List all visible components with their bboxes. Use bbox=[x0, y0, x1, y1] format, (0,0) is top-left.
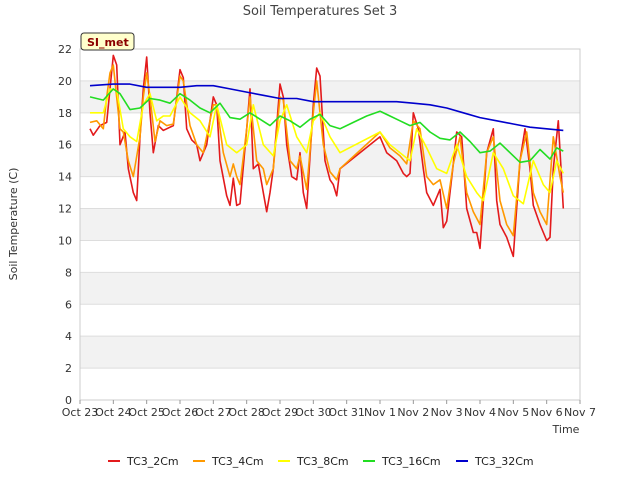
plot-frame bbox=[79, 48, 581, 401]
y-tick-label: 8 bbox=[65, 266, 72, 279]
series-lines bbox=[89, 54, 565, 258]
grid-band bbox=[80, 272, 580, 305]
x-tick-label: Nov 5 bbox=[497, 406, 529, 419]
site-badge-box bbox=[80, 32, 135, 51]
x-tick-label: Oct 29 bbox=[262, 406, 299, 419]
site-badge: SI_met bbox=[80, 32, 135, 51]
x-tick-label: Nov 2 bbox=[397, 406, 429, 419]
y-tick-label: 2 bbox=[65, 362, 72, 375]
x-axis-label: Time bbox=[552, 423, 580, 436]
y-tick-label: 22 bbox=[58, 43, 72, 56]
y-tick-label: 12 bbox=[58, 203, 72, 216]
x-tick-label: Nov 4 bbox=[464, 406, 496, 419]
y-tick-label: 18 bbox=[58, 107, 72, 120]
y-tick-label: 20 bbox=[58, 75, 72, 88]
y-tick-label: 14 bbox=[58, 171, 72, 184]
legend-label: TC3_4Cm bbox=[211, 455, 264, 468]
series-line-tc3_8cm bbox=[90, 88, 565, 205]
x-tick-label: Oct 30 bbox=[295, 406, 332, 419]
grid-band bbox=[80, 80, 580, 113]
site-badge-label: SI_met bbox=[87, 36, 129, 49]
series-line-tc3_16cm bbox=[89, 88, 564, 164]
x-tick-label: Oct 25 bbox=[128, 406, 165, 419]
legend-label: TC3_16Cm bbox=[381, 455, 441, 468]
y-axis-label: Soil Temperature (C) bbox=[7, 168, 20, 281]
y-tick-label: 10 bbox=[58, 234, 72, 247]
legend-label: TC3_8Cm bbox=[296, 455, 349, 468]
series-line-tc3_4cm bbox=[89, 64, 565, 237]
x-tick-label: Oct 26 bbox=[162, 406, 199, 419]
x-tick-label: Nov 7 bbox=[564, 406, 596, 419]
grid-band bbox=[80, 208, 580, 241]
x-tick-label: Oct 28 bbox=[228, 406, 265, 419]
grid-bands bbox=[80, 48, 580, 401]
grid-band bbox=[80, 336, 580, 369]
x-tick-label: Nov 6 bbox=[531, 406, 563, 419]
x-tick-label: Oct 23 bbox=[62, 406, 99, 419]
y-tick-label: 4 bbox=[65, 330, 72, 343]
x-tick-label: Oct 31 bbox=[328, 406, 365, 419]
x-tick-label: Nov 1 bbox=[364, 406, 396, 419]
legend-label: TC3_2Cm bbox=[126, 455, 179, 468]
chart-title: Soil Temperatures Set 3 bbox=[243, 4, 398, 19]
legend-label: TC3_32Cm bbox=[474, 455, 534, 468]
series-line-tc3_2cm bbox=[89, 54, 565, 258]
y-tick-label: 6 bbox=[65, 298, 72, 311]
legend: TC3_2Cm TC3_4Cm TC3_8Cm TC3_16Cm TC3_32Cm bbox=[108, 455, 534, 468]
y-tick-label: 0 bbox=[65, 394, 72, 407]
x-tick-label: Nov 3 bbox=[431, 406, 463, 419]
series-line-tc3_32cm bbox=[89, 83, 564, 132]
x-tick-label: Oct 27 bbox=[195, 406, 232, 419]
y-tick-label: 16 bbox=[58, 139, 72, 152]
x-tick-label: Oct 24 bbox=[95, 406, 132, 419]
y-axis-ticks: 0 2 4 6 8 10 12 14 16 18 20 22 bbox=[58, 43, 72, 407]
